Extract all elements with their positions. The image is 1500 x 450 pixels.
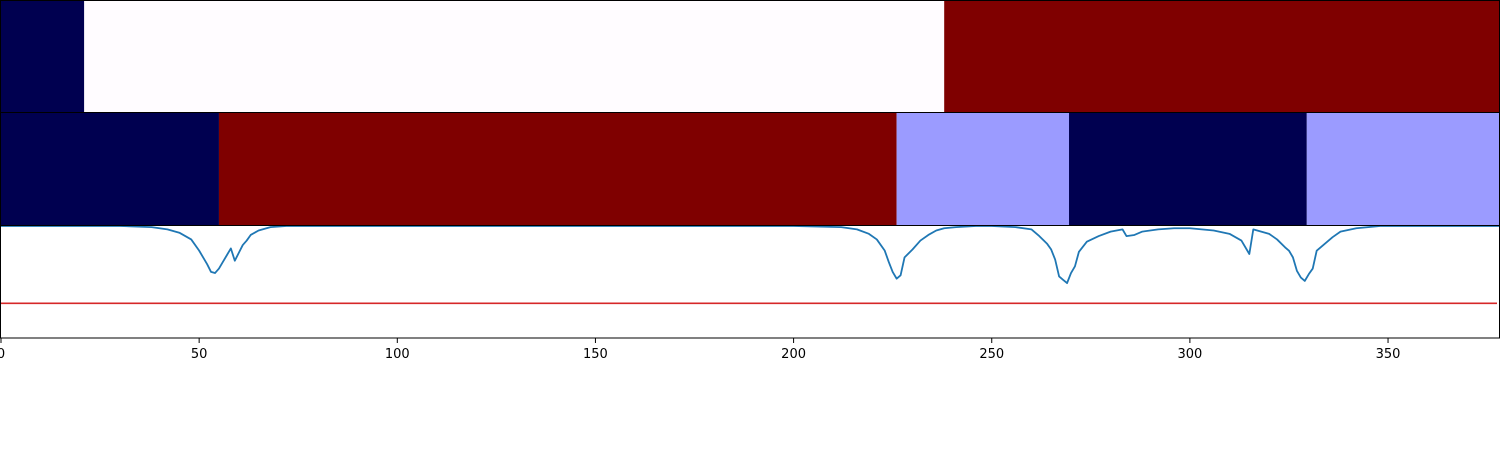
segment-track-1: [1, 1, 1499, 113]
x-tick-label: 300: [1177, 347, 1202, 362]
segment-track-2: [1, 113, 1499, 225]
signal-panel-background: [0, 226, 1500, 338]
track-1-segment-2: [84, 1, 945, 113]
x-tick-label: 50: [191, 347, 208, 362]
track-2-segment-4: [1069, 113, 1307, 225]
signal-line: [1, 225, 1499, 285]
track-2-segment-1: [1, 113, 219, 225]
signal-panel: [0, 225, 1500, 338]
x-axis: 0 50 100 150 200 250 300 350: [0, 338, 1400, 362]
x-tick-label: 350: [1376, 347, 1401, 362]
track-2-segment-2: [218, 113, 897, 225]
track-2-segment-3: [896, 113, 1070, 225]
x-tick-label: 150: [583, 347, 608, 362]
track-1-segment-1: [1, 1, 85, 113]
track-2-segment-5: [1306, 113, 1499, 225]
x-tick-label: 100: [385, 347, 410, 362]
track-1-segment-3: [944, 1, 1499, 113]
x-tick-label: 250: [979, 347, 1004, 362]
x-tick-label: 200: [781, 347, 806, 362]
x-tick-label: 0: [0, 347, 5, 362]
